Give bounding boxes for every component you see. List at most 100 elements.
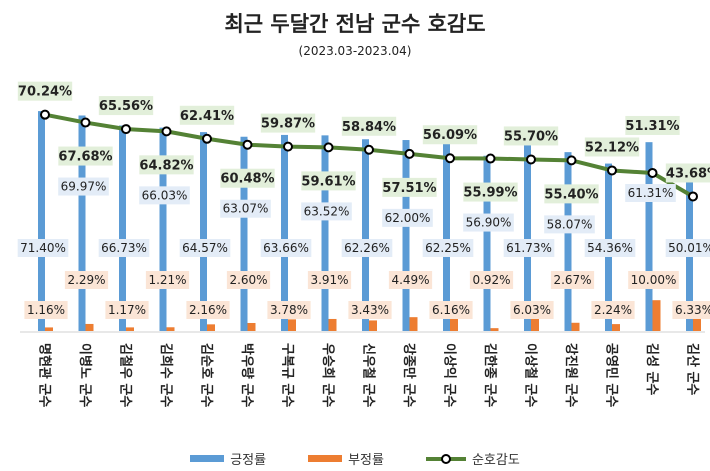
data-label-positive-text: 62.25% xyxy=(425,241,471,255)
bar-negative xyxy=(612,324,620,331)
data-label-positive-box xyxy=(98,239,150,257)
legend-item-net: 순호감도 xyxy=(425,449,520,468)
data-label-negative-text: 3.78% xyxy=(270,303,308,317)
data-label-positive: 62.00% xyxy=(382,208,433,227)
data-label-net-text: 43.68% xyxy=(666,166,710,181)
data-label-positive-box xyxy=(301,202,352,221)
data-label-negative-text: 2.16% xyxy=(189,303,227,317)
data-label-net: 55.99% xyxy=(463,182,518,202)
data-label-negative-box xyxy=(186,301,230,319)
data-label-net-box xyxy=(179,105,235,125)
data-label-positive: 61.31% xyxy=(625,184,676,202)
line-marker xyxy=(283,141,293,152)
data-label-net: 59.61% xyxy=(301,171,356,191)
data-label-net-text: 70.24% xyxy=(18,85,72,100)
data-label-positive-box xyxy=(17,239,69,257)
data-label-positive-box xyxy=(665,239,710,257)
data-label-net: 52.12% xyxy=(584,137,640,157)
bar-negative xyxy=(85,323,94,331)
bar-negative xyxy=(693,311,701,331)
data-label-negative-box xyxy=(267,301,311,319)
data-label-positive-text: 63.66% xyxy=(263,241,309,255)
data-label-negative-box xyxy=(105,301,149,319)
data-label-net-box xyxy=(17,81,73,101)
data-label-positive-box xyxy=(382,208,433,227)
data-label-negative-box xyxy=(591,301,635,319)
data-label-positive-text: 63.52% xyxy=(304,204,350,218)
data-label-net-box xyxy=(584,137,640,157)
bar-positive xyxy=(483,155,491,331)
data-label-positive: 58.07% xyxy=(544,215,595,234)
data-label-positive-box xyxy=(503,239,555,257)
data-label-net-box xyxy=(422,125,478,145)
data-label-negative: 6.16% xyxy=(429,301,473,319)
line-marker xyxy=(161,126,172,137)
x-tick-label: 김한종 군수 xyxy=(482,343,498,407)
data-label-net-box xyxy=(220,168,275,188)
data-label-negative-text: 2.24% xyxy=(594,303,632,317)
data-label-net-text: 51.31% xyxy=(625,119,679,134)
data-label-negative: 6.33% xyxy=(672,301,710,319)
data-label-net-text: 55.70% xyxy=(504,129,558,144)
bar-negative xyxy=(571,322,580,331)
data-label-positive-box xyxy=(58,177,109,196)
data-label-net-box xyxy=(301,171,356,191)
data-label-positive-box xyxy=(584,239,636,257)
data-label-negative: 1.21% xyxy=(145,271,190,289)
data-label-positive-text: 56.90% xyxy=(466,216,512,230)
data-label-net: 60.48% xyxy=(220,168,275,188)
x-tick-label: 김성 군수 xyxy=(644,343,659,395)
data-label-positive: 54.36% xyxy=(584,239,636,257)
bar-negative xyxy=(247,322,256,331)
data-label-positive-box xyxy=(260,239,312,257)
data-label-net-box xyxy=(463,182,518,202)
bar-positive xyxy=(200,132,207,331)
data-label-net: 56.09% xyxy=(422,125,478,145)
data-label-positive: 63.52% xyxy=(301,202,352,221)
data-label-negative-box xyxy=(628,271,679,289)
data-label-positive-text: 69.97% xyxy=(61,180,107,194)
bar-positive xyxy=(78,115,86,331)
data-label-negative: 2.16% xyxy=(186,301,230,319)
bar-negative xyxy=(45,327,53,331)
data-label-positive-box xyxy=(463,213,514,232)
x-tick-label: 구복규 군수 xyxy=(280,343,295,407)
line-marker xyxy=(323,142,334,153)
data-label-positive-text: 61.31% xyxy=(628,186,674,200)
line-marker xyxy=(485,153,496,164)
legend-label: 순호감도 xyxy=(471,453,520,468)
data-label-positive-text: 62.26% xyxy=(344,241,390,255)
legend-line-marker xyxy=(425,453,466,464)
data-label-net: 43.68% xyxy=(665,163,710,183)
line-marker xyxy=(647,167,658,178)
bar-negative xyxy=(450,312,458,331)
line-marker xyxy=(445,153,455,164)
legend-label: 긍정률 xyxy=(230,453,267,468)
data-label-net: 65.56% xyxy=(98,96,154,116)
bar-negative xyxy=(288,319,296,331)
x-tick-label: 김희수 군수 xyxy=(158,343,173,407)
data-label-negative: 1.16% xyxy=(24,301,68,319)
data-label-net: 58.84% xyxy=(341,116,397,136)
bar-positive xyxy=(443,139,450,331)
data-label-negative-box xyxy=(429,301,473,319)
x-tick-label: 김순호 군수 xyxy=(199,343,214,407)
data-label-negative-text: 3.43% xyxy=(351,303,389,317)
bar-positive xyxy=(524,140,531,331)
data-label-negative-box xyxy=(388,271,433,289)
bar-negative xyxy=(490,328,499,331)
line-marker xyxy=(364,144,374,155)
bar-positive xyxy=(321,135,329,331)
data-label-positive-box xyxy=(544,215,595,234)
data-label-negative: 0.92% xyxy=(469,271,514,289)
data-label-positive-text: 71.40% xyxy=(20,241,66,255)
data-label-negative-text: 6.33% xyxy=(675,303,710,317)
data-label-net-box xyxy=(341,116,397,136)
data-label-positive-text: 61.73% xyxy=(506,241,552,255)
data-label-positive: 62.26% xyxy=(341,239,393,257)
data-label-net-text: 55.99% xyxy=(463,186,517,201)
bar-negative xyxy=(166,327,175,331)
data-label-positive: 66.73% xyxy=(98,239,150,257)
data-label-net: 51.31% xyxy=(625,115,680,135)
data-label-positive-box xyxy=(179,239,231,257)
